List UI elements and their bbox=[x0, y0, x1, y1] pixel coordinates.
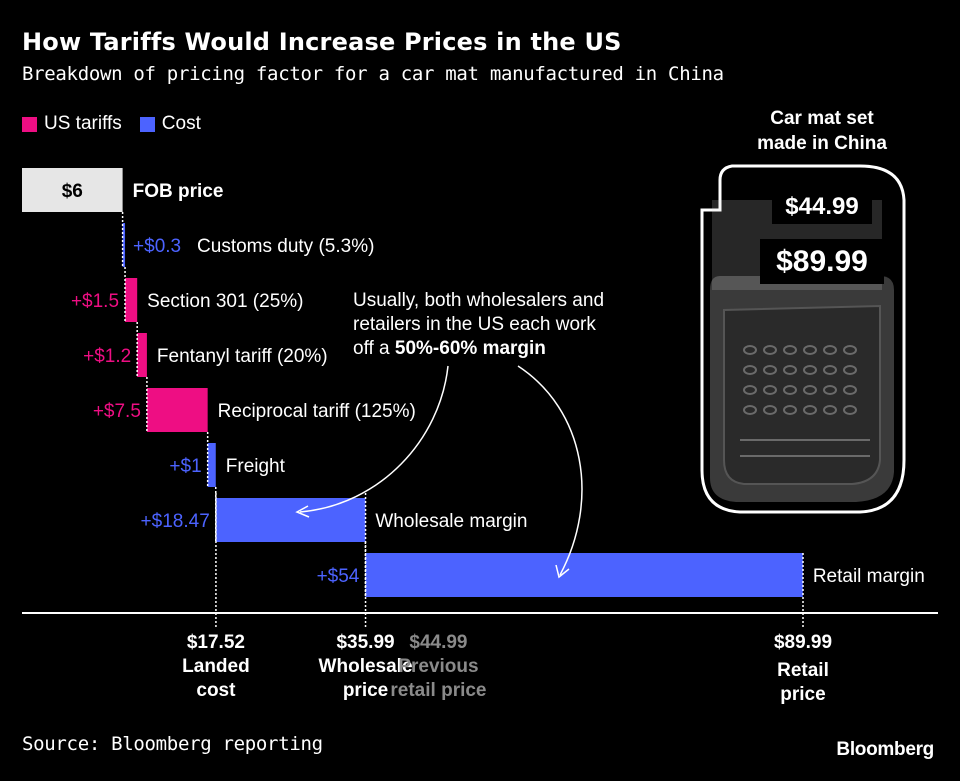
annotation-emphasis: 50%-60% margin bbox=[395, 338, 546, 359]
bar-8 bbox=[365, 553, 803, 597]
value-label-2: +$0.3 bbox=[133, 236, 181, 257]
bar-2 bbox=[122, 223, 126, 267]
annotation-line-2: retailers in the US each work bbox=[353, 314, 596, 335]
marker-value-2: $35.99 bbox=[336, 632, 394, 653]
product-title-line1: Car mat set bbox=[770, 108, 874, 129]
bar-6 bbox=[207, 443, 216, 487]
marker-value-1: $17.52 bbox=[187, 632, 245, 653]
new-price-tag: $89.99 bbox=[760, 239, 884, 284]
marker-caption-2-1: Wholesale bbox=[319, 656, 413, 677]
product-title-line2: made in China bbox=[757, 133, 887, 154]
value-label-5: +$7.5 bbox=[93, 401, 141, 422]
legend: US tariffs Cost bbox=[22, 113, 201, 135]
value-label-4: +$1.2 bbox=[83, 346, 131, 367]
step-label-6: Freight bbox=[226, 456, 286, 477]
source-note: Source: Bloomberg reporting bbox=[22, 733, 323, 755]
step-label-5: Reciprocal tariff (125%) bbox=[218, 401, 416, 422]
annotation-line-3: off a 50%-60% margin bbox=[353, 338, 546, 359]
arrow-to-retail bbox=[517, 365, 583, 576]
bloomberg-logo: Bloomberg bbox=[836, 739, 934, 760]
step-label-1: FOB price bbox=[133, 181, 224, 202]
step-label-3: Section 301 (25%) bbox=[147, 291, 303, 312]
marker-caption-4-1: Retail bbox=[777, 660, 829, 681]
value-label-1: $6 bbox=[62, 181, 83, 202]
chart-title: How Tariffs Would Increase Prices in the… bbox=[22, 28, 622, 56]
legend-item-tariffs: US tariffs bbox=[22, 113, 122, 135]
step-label-2: Customs duty (5.3%) bbox=[197, 236, 374, 257]
marker-caption-1-1: Landed bbox=[182, 656, 250, 677]
legend-item-cost: Cost bbox=[139, 113, 201, 135]
marker-caption-3-1: Previous bbox=[398, 656, 478, 677]
arrowhead-retail bbox=[555, 564, 570, 579]
legend-label-tariffs: US tariffs bbox=[44, 113, 122, 134]
bar-3 bbox=[125, 278, 138, 322]
marker-caption-3-2: retail price bbox=[390, 680, 486, 701]
value-label-3: +$1.5 bbox=[71, 291, 119, 312]
marker-value-4: $89.99 bbox=[774, 632, 832, 653]
marker-caption-4-2: price bbox=[780, 684, 825, 705]
annotation-line-1: Usually, both wholesalers and bbox=[353, 290, 604, 311]
bar-1 bbox=[22, 168, 123, 212]
value-label-7: +$18.47 bbox=[141, 511, 210, 532]
arrowhead-wholesale bbox=[295, 505, 310, 518]
legend-swatch-tariffs bbox=[22, 116, 37, 132]
bar-7 bbox=[215, 498, 366, 542]
value-label-8: +$54 bbox=[317, 566, 360, 587]
step-label-4: Fentanyl tariff (20%) bbox=[157, 346, 328, 367]
bar-4 bbox=[137, 333, 147, 377]
step-label-8: Retail margin bbox=[813, 566, 925, 587]
product-title: Car mat set made in China bbox=[752, 106, 892, 156]
marker-caption-1-2: cost bbox=[196, 680, 236, 701]
step-label-7: Wholesale margin bbox=[375, 511, 527, 532]
previous-price-tag: $44.99 bbox=[772, 190, 872, 224]
legend-label-cost: Cost bbox=[161, 113, 201, 134]
legend-swatch-cost bbox=[139, 116, 155, 132]
arrow-to-wholesale bbox=[299, 365, 449, 513]
annotation-prefix: off a bbox=[353, 338, 395, 359]
marker-caption-2-2: price bbox=[343, 680, 388, 701]
chart-subtitle: Breakdown of pricing factor for a car ma… bbox=[22, 63, 724, 85]
bar-5 bbox=[146, 388, 208, 432]
marker-value-3: $44.99 bbox=[409, 632, 467, 653]
value-label-6: +$1 bbox=[169, 456, 201, 477]
